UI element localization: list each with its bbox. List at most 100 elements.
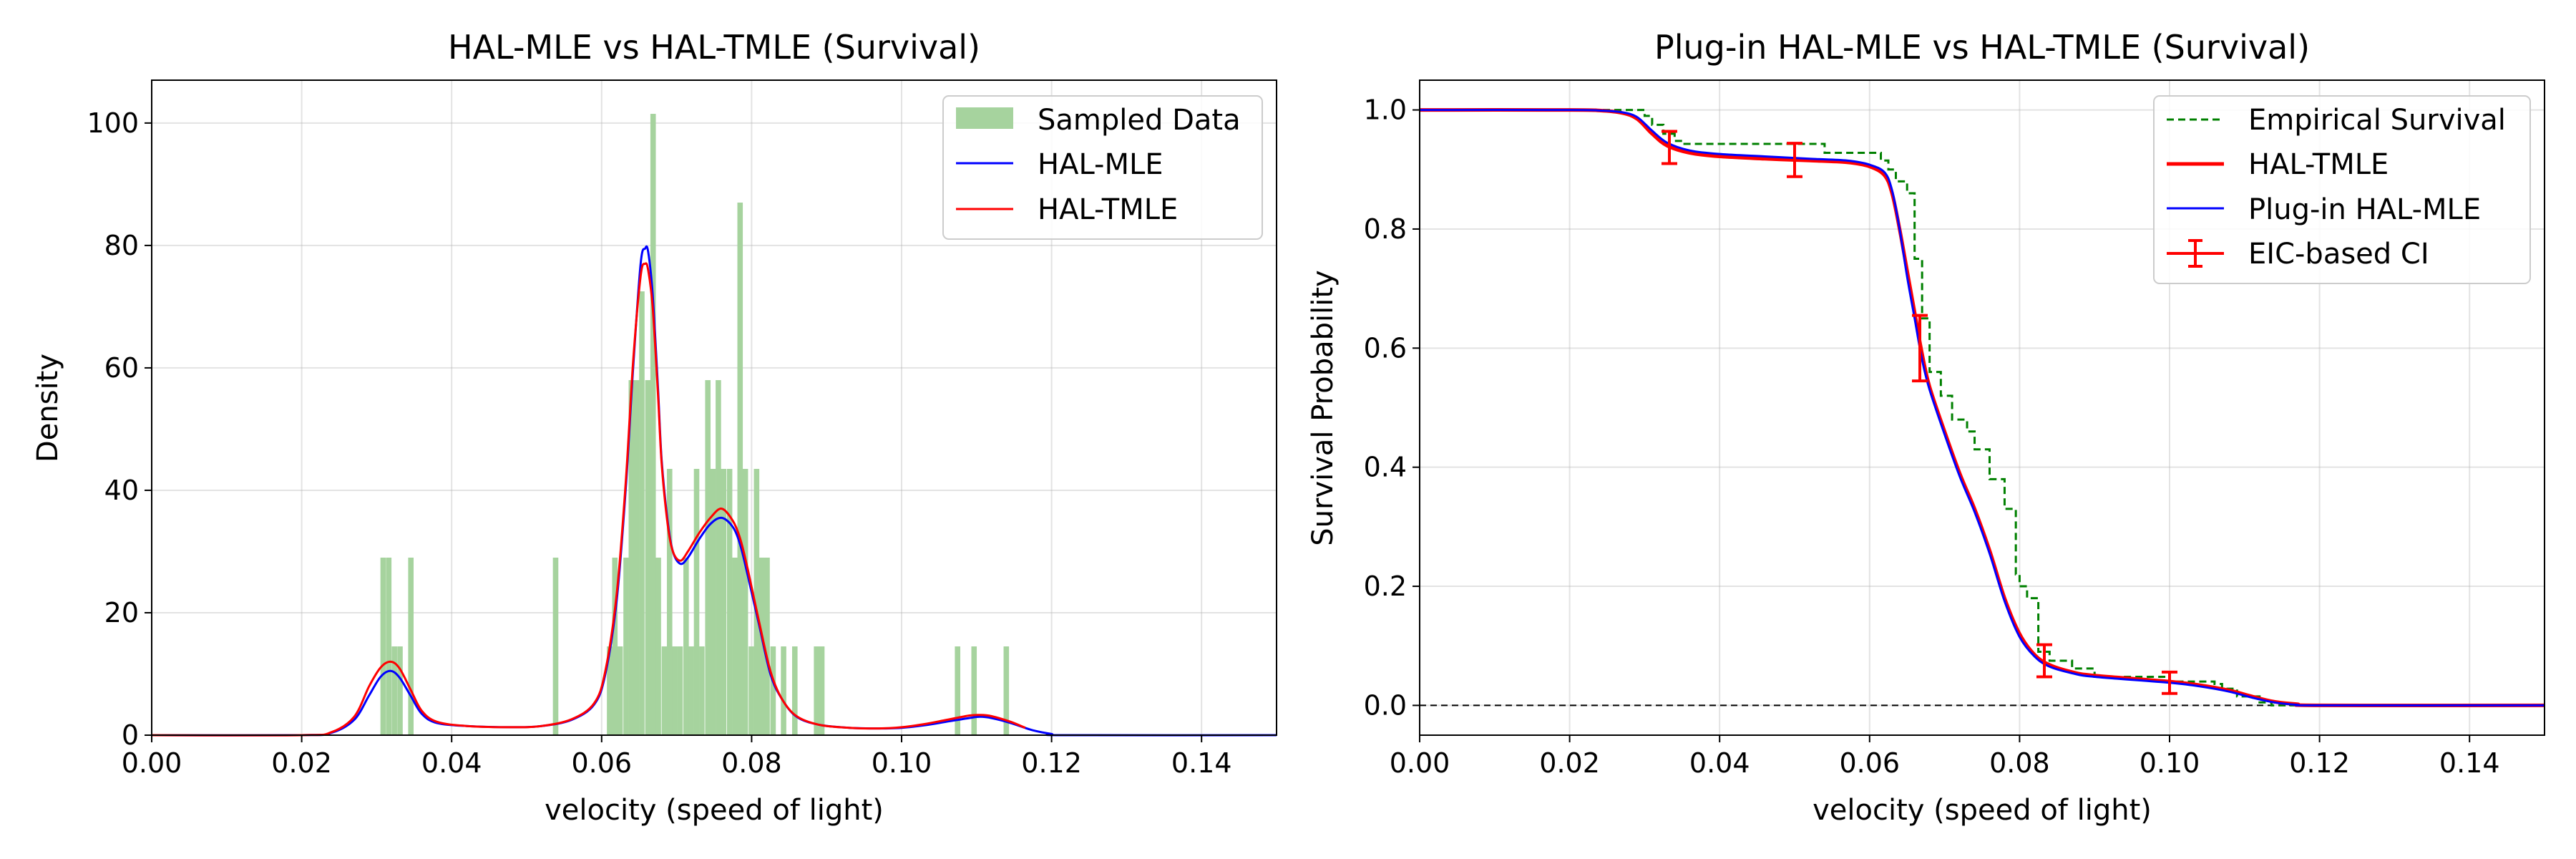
legend-label-eic-ci: EIC-based CI [2248,238,2429,271]
legend-label-plug-in-hal-mle: Plug-in HAL-MLE [2248,193,2481,226]
histogram-bar [397,646,403,735]
y-tick-label: 100 [87,107,139,139]
x-tick-label: 0.10 [872,747,932,779]
panel1-x-label: velocity (speed of light) [545,794,884,827]
x-tick-label: 0.06 [1839,747,1900,779]
histogram-bar [391,646,397,735]
histogram-bar [666,469,673,735]
histogram-bar [742,469,748,735]
histogram-bar [693,469,700,735]
panel1-lines [151,245,1277,737]
y-tick-label: 1.0 [1364,94,1407,126]
histogram-bar [748,646,754,735]
y-tick-label: 20 [104,597,139,629]
histogram-bar [764,558,770,735]
histogram-bar [380,558,386,735]
panel2-axes-frame [1419,79,2545,736]
histogram-bar [814,646,819,735]
panel1-title: HAL-MLE vs HAL-TMLE (Survival) [448,28,980,67]
x-tick-label: 0.00 [1390,747,1450,779]
ci-error-bar [1661,130,1677,165]
histogram-bar [552,558,559,735]
histogram-bar [408,558,414,735]
histogram-bar [633,380,640,735]
x-tick-label: 0.02 [271,747,332,779]
panel2-x-label: velocity (speed of light) [1813,794,2152,827]
panel1-x-ticks: 0.00 0.02 0.04 0.06 0.08 0.10 0.12 0.14 [122,735,1232,779]
panel1-histogram [380,114,1010,735]
histogram-bar [716,380,721,735]
histogram-bar [737,203,743,735]
histogram-bar [661,646,668,735]
x-tick-label: 0.02 [1539,747,1600,779]
histogram-bar [677,646,683,735]
histogram-bar [628,380,635,735]
histogram-bar [705,380,711,735]
histogram-bar [753,469,760,735]
legend-label-sampled-data: Sampled Data [1038,104,1241,137]
x-tick-label: 0.14 [1171,747,1232,779]
histogram-bar [655,558,661,735]
histogram-bar [770,646,776,735]
plug-in-hal-mle-survival-line [1419,109,2545,707]
histogram-bar [726,469,733,735]
panel1-legend-box [942,95,1263,240]
histogram-bar [791,646,798,735]
x-tick-label: 0.04 [1689,747,1750,779]
histogram-bar [688,646,694,735]
legend-swatch-eic-ci [2167,239,2224,268]
panel2-y-label: Survival Probability [1307,270,1340,545]
histogram-bar [617,646,623,735]
y-tick-label: 0.2 [1364,571,1407,602]
legend-swatch-sampled-data [956,107,1013,129]
histogram-bar [645,380,651,735]
panel2-x-ticks: 0.00 0.02 0.04 0.06 0.08 0.10 0.12 0.14 [1390,735,2500,779]
y-tick-label: 0.0 [1364,689,1407,721]
histogram-bar [650,114,656,735]
ci-error-bar [2036,643,2052,679]
panel1-legend: Sampled Data HAL-MLE HAL-TMLE [942,95,1263,240]
histogram-bar [819,646,825,735]
histogram-bar [781,646,786,735]
x-tick-label: 0.04 [421,747,482,779]
histogram-bar [386,558,392,735]
y-tick-label: 0.6 [1364,332,1407,364]
legend-label-hal-tmle: HAL-TMLE [1038,193,1178,226]
panel2-legend: Empirical Survival HAL-TMLE Plug-in HAL-… [2153,95,2531,284]
ci-error-bar [1787,142,1802,178]
ci-error-bar [2162,670,2177,695]
histogram-bar [683,558,689,735]
histogram-bar [721,469,727,735]
histogram-bar [639,291,645,735]
x-tick-label: 0.12 [2289,747,2350,779]
ci-error-bar [1912,314,1928,383]
histogram-bar [612,558,618,735]
histogram-bar [971,646,977,735]
histogram-bar [607,646,613,735]
panel2-title: Plug-in HAL-MLE vs HAL-TMLE (Survival) [1654,28,2310,67]
y-tick-label: 60 [104,352,139,384]
histogram-bar [955,646,961,735]
y-tick-label: 0.8 [1364,213,1407,245]
panel2-y-ticks: 0.0 0.2 0.4 0.6 0.8 1.0 [1364,94,1420,721]
histogram-bar [732,558,738,735]
panel1-y-ticks: 0 20 40 60 80 100 [87,107,152,751]
histogram-bar [699,646,705,735]
histogram-bar [1003,646,1010,735]
histogram-panel: HAL-MLE vs HAL-TMLE (Survival) 0.00 0.02 0… [31,28,1277,827]
histogram-bar [710,469,716,735]
panel1-axes-frame [151,79,1277,736]
legend-label-hal-tmle: HAL-TMLE [2248,148,2389,181]
survival-panel: Plug-in HAL-MLE vs HAL-TMLE (Survival) 0… [1307,28,2545,827]
y-tick-label: 40 [104,475,139,506]
histogram-bar [672,646,678,735]
histogram-bar [758,558,765,735]
x-tick-label: 0.08 [1989,747,2050,779]
x-tick-label: 0.10 [2140,747,2200,779]
y-tick-label: 80 [104,230,139,261]
x-tick-label: 0.00 [122,747,182,779]
x-tick-label: 0.06 [571,747,632,779]
x-tick-label: 0.12 [1021,747,1082,779]
y-tick-label: 0 [122,719,139,751]
legend-label-empirical-survival: Empirical Survival [2248,104,2506,137]
